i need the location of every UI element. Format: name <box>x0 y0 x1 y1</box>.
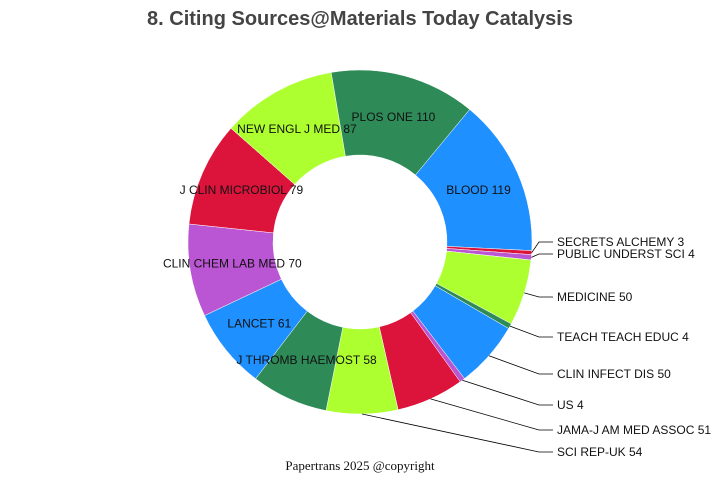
label-us: US 4 <box>557 398 584 412</box>
slices-group <box>187 69 533 415</box>
label-plos-one: PLOS ONE 110 <box>352 110 436 124</box>
leader-us <box>462 379 553 406</box>
label-lancet: LANCET 61 <box>227 316 291 330</box>
label-j-clin-microbiol: J CLIN MICROBIOL 79 <box>180 183 304 197</box>
leader-public-underst-sci <box>531 253 553 258</box>
label-secrets-alchemy: SECRETS ALCHEMY 3 <box>557 235 684 249</box>
chart-title: 8. Citing Sources@Materials Today Cataly… <box>147 8 573 30</box>
label-clin-chem-lab-med: CLIN CHEM LAB MED 70 <box>163 257 302 271</box>
label-teach-teach-educ: TEACH TEACH EDUC 4 <box>557 330 689 344</box>
leader-clin-infect-dis <box>488 355 553 375</box>
leader-medicine <box>524 292 553 298</box>
chart-footer: Papertrans 2025 @copyright <box>285 458 435 473</box>
label-clin-infect-dis: CLIN INFECT DIS 50 <box>557 367 671 381</box>
label-j-thromb-haemost: J THROMB HAEMOST 58 <box>236 353 377 367</box>
label-sci-rep-uk: SCI REP-UK 54 <box>557 445 643 459</box>
label-public-underst-sci: PUBLIC UNDERST SCI 4 <box>557 247 695 261</box>
labels-group: BLOOD 119 J THROMB HAEMOST 58 LANCET 61 CLI… <box>163 110 711 459</box>
leader-secrets-alchemy <box>531 241 553 253</box>
leader-teach-teach-educ <box>509 325 553 338</box>
label-blood: BLOOD 119 <box>446 183 511 197</box>
label-new-engl-j-med: NEW ENGL J MED 87 <box>237 122 357 136</box>
leader-sci-rep-uk <box>362 413 553 453</box>
label-medicine: MEDICINE 50 <box>557 290 633 304</box>
label-jama-j-am-med-assoc: JAMA-J AM MED ASSOC 51 <box>557 423 711 437</box>
leader-jama-j-am-med-assoc <box>430 398 553 431</box>
slice-plos-one <box>330 69 470 176</box>
